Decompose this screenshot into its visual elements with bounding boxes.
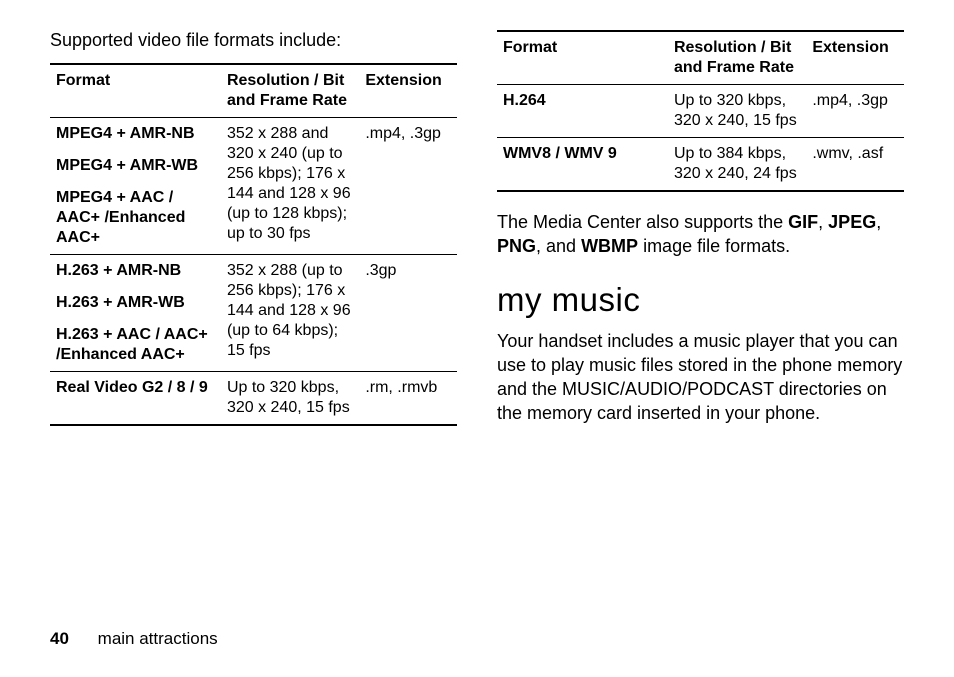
th-extension: Extension <box>806 31 904 85</box>
cell-resolution: 352 x 288 (up to 256 kbps); 176 x 144 an… <box>221 255 359 372</box>
table-row: WMV8 / WMV 9 Up to 384 kbps, 320 x 240, … <box>497 138 904 192</box>
section-name: main attractions <box>98 629 218 648</box>
left-column: Supported video file formats include: Fo… <box>50 30 457 426</box>
text-segment: image file formats. <box>638 236 790 256</box>
th-format: Format <box>50 64 221 118</box>
format-png: PNG <box>497 236 536 256</box>
cell-extension: .mp4, .3gp <box>806 85 904 138</box>
page-footer: 40 main attractions <box>50 629 218 649</box>
cell-format: H.264 <box>497 85 668 138</box>
format-jpeg: JPEG <box>828 212 876 232</box>
cell-extension: .rm, .rmvb <box>359 372 457 426</box>
cell-resolution: Up to 320 kbps, 320 x 240, 15 fps <box>668 85 806 138</box>
intro-text: Supported video file formats include: <box>50 30 457 51</box>
table-row: H.264 Up to 320 kbps, 320 x 240, 15 fps … <box>497 85 904 138</box>
th-resolution: Resolution / Bit and Frame Rate <box>221 64 359 118</box>
table-row: Real Video G2 / 8 / 9 Up to 320 kbps, 32… <box>50 372 457 426</box>
cell-resolution: Up to 384 kbps, 320 x 240, 24 fps <box>668 138 806 192</box>
cell-format: MPEG4 + AAC / AAC+ /Enhanced AAC+ <box>50 182 221 255</box>
th-format: Format <box>497 31 668 85</box>
right-column: Format Resolution / Bit and Frame Rate E… <box>497 30 904 426</box>
section-heading: my music <box>497 281 904 319</box>
text-segment: The Media Center also supports the <box>497 212 788 232</box>
left-formats-table: Format Resolution / Bit and Frame Rate E… <box>50 63 457 426</box>
cell-resolution: 352 x 288 and 320 x 240 (up to 256 kbps)… <box>221 118 359 255</box>
page-number: 40 <box>50 629 69 648</box>
cell-extension: .3gp <box>359 255 457 372</box>
text-segment: , and <box>536 236 581 256</box>
cell-format: H.263 + AAC / AAC+ /Enhanced AAC+ <box>50 319 221 372</box>
cell-format: MPEG4 + AMR-NB <box>50 118 221 151</box>
table-row: H.263 + AMR-NB 352 x 288 (up to 256 kbps… <box>50 255 457 288</box>
cell-format: H.263 + AMR-NB <box>50 255 221 288</box>
two-column-layout: Supported video file formats include: Fo… <box>50 30 904 426</box>
image-formats-text: The Media Center also supports the GIF , … <box>497 210 904 259</box>
cell-format: H.263 + AMR-WB <box>50 287 221 319</box>
cell-extension: .wmv, .asf <box>806 138 904 192</box>
right-formats-table: Format Resolution / Bit and Frame Rate E… <box>497 30 904 192</box>
th-extension: Extension <box>359 64 457 118</box>
format-wbmp: WBMP <box>581 236 638 256</box>
cell-format: MPEG4 + AMR-WB <box>50 150 221 182</box>
th-resolution: Resolution / Bit and Frame Rate <box>668 31 806 85</box>
format-gif: GIF <box>788 212 818 232</box>
text-segment: , <box>876 212 881 232</box>
table-header-row: Format Resolution / Bit and Frame Rate E… <box>50 64 457 118</box>
cell-format: WMV8 / WMV 9 <box>497 138 668 192</box>
cell-format: Real Video G2 / 8 / 9 <box>50 372 221 426</box>
table-header-row: Format Resolution / Bit and Frame Rate E… <box>497 31 904 85</box>
table-row: MPEG4 + AMR-NB 352 x 288 and 320 x 240 (… <box>50 118 457 151</box>
cell-resolution: Up to 320 kbps, 320 x 240, 15 fps <box>221 372 359 426</box>
body-paragraph: Your handset includes a music player tha… <box>497 329 904 426</box>
cell-extension: .mp4, .3gp <box>359 118 457 255</box>
text-segment: , <box>818 212 828 232</box>
